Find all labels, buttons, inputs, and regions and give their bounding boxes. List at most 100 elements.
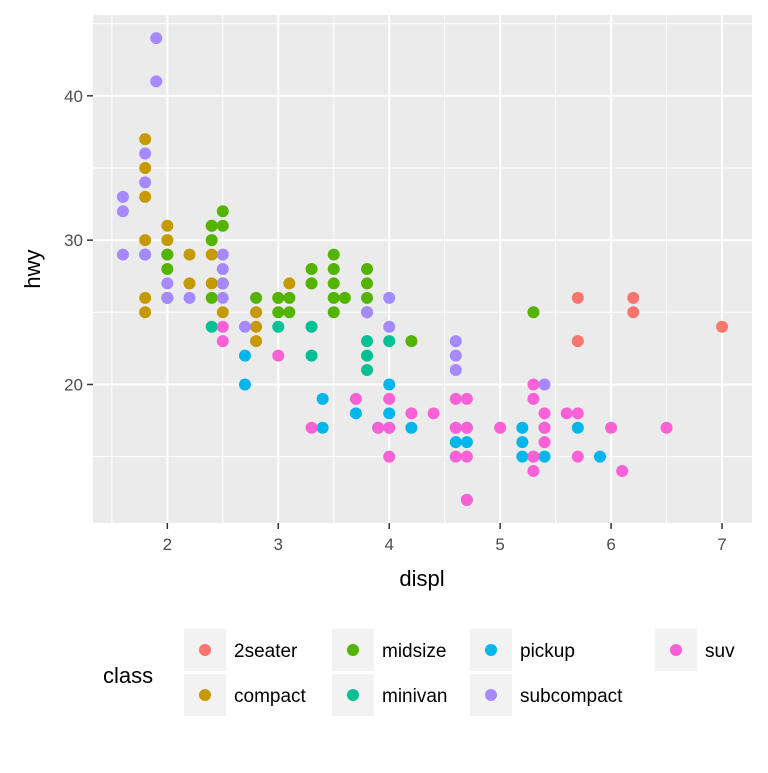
point-midsize (205, 291, 218, 304)
point-subcompact (449, 364, 462, 377)
point-midsize (205, 219, 218, 232)
point-compact (139, 161, 152, 174)
point-suv (571, 407, 584, 420)
point-subcompact (449, 349, 462, 362)
point-suv (538, 436, 551, 449)
point-midsize (283, 291, 296, 304)
point-suv (527, 465, 540, 478)
point-pickup (238, 349, 251, 362)
point-minivan (305, 349, 318, 362)
point-compact (183, 248, 196, 261)
legend-swatch-2seater (199, 644, 211, 656)
point-subcompact (361, 306, 374, 319)
point-midsize (327, 248, 340, 261)
point-minivan (205, 320, 218, 333)
point-compact (161, 219, 174, 232)
point-suv (494, 421, 507, 434)
point-subcompact (139, 147, 152, 160)
point-suv (560, 407, 573, 420)
point-subcompact (216, 248, 229, 261)
point-pickup (516, 436, 529, 449)
plot-panel (93, 15, 752, 523)
y-axis-title: hwy (20, 249, 45, 288)
x-tick-label: 3 (274, 535, 283, 554)
point-midsize (272, 306, 285, 319)
point-subcompact (216, 291, 229, 304)
point-midsize (272, 291, 285, 304)
point-subcompact (183, 291, 196, 304)
point-suv (216, 320, 229, 333)
point-suv (305, 421, 318, 434)
point-suv (272, 349, 285, 362)
point-midsize (361, 263, 374, 275)
point-suv (538, 407, 551, 420)
legend-label-minivan: minivan (382, 686, 447, 707)
point-suv (349, 392, 362, 405)
point-midsize (405, 335, 418, 348)
legend-label-pickup: pickup (520, 641, 575, 662)
point-subcompact (116, 205, 129, 218)
point-compact (250, 335, 263, 348)
point-pickup (516, 421, 529, 434)
x-tick-label: 4 (384, 535, 393, 554)
point-minivan (305, 320, 318, 333)
point-pickup (383, 407, 396, 420)
point-2seater (571, 291, 584, 304)
point-compact (205, 277, 218, 290)
point-subcompact (383, 320, 396, 333)
x-tick-label: 6 (606, 535, 615, 554)
point-pickup (349, 407, 362, 420)
legend-title: class (103, 663, 153, 688)
point-pickup (405, 421, 418, 434)
point-2seater (716, 320, 729, 333)
point-subcompact (139, 248, 152, 261)
minor-gridlines (93, 15, 752, 523)
legend-label-midsize: midsize (382, 641, 446, 662)
point-suv (460, 450, 473, 463)
point-suv (449, 450, 462, 463)
point-subcompact (116, 248, 129, 261)
point-midsize (305, 277, 318, 290)
y-tick-label: 20 (64, 375, 83, 394)
point-subcompact (139, 176, 152, 189)
major-gridlines (93, 15, 752, 523)
point-suv (449, 392, 462, 405)
point-midsize (361, 291, 374, 304)
point-midsize (216, 219, 229, 232)
point-minivan (361, 364, 374, 377)
legend-swatch-subcompact (485, 689, 497, 701)
point-suv (527, 450, 540, 463)
point-pickup (460, 436, 473, 449)
point-midsize (205, 234, 218, 247)
point-pickup (571, 421, 584, 434)
point-compact (183, 277, 196, 290)
legend-label-compact: compact (234, 686, 307, 707)
x-tick-label: 5 (495, 535, 504, 554)
y-tick-label: 40 (64, 87, 83, 106)
point-suv (427, 407, 440, 420)
legend-label-2seater: 2seater (234, 641, 298, 662)
point-pickup (594, 450, 607, 463)
point-suv (605, 421, 618, 434)
point-pickup (449, 436, 462, 449)
point-2seater (627, 306, 640, 319)
point-compact (139, 133, 152, 146)
point-midsize (283, 306, 296, 319)
point-pickup (238, 378, 251, 391)
point-subcompact (383, 291, 396, 304)
point-subcompact (161, 291, 174, 304)
point-midsize (161, 263, 174, 275)
y-tick-label: 30 (64, 231, 83, 250)
point-compact (161, 234, 174, 247)
point-subcompact (216, 277, 229, 290)
point-suv (538, 421, 551, 434)
point-subcompact (216, 263, 229, 275)
point-midsize (327, 291, 340, 304)
point-2seater (571, 335, 584, 348)
point-suv (216, 335, 229, 348)
point-suv (527, 378, 540, 391)
x-tick-label: 7 (717, 535, 726, 554)
legend-swatch-minivan (347, 689, 359, 701)
point-midsize (327, 263, 340, 275)
point-suv (660, 421, 673, 434)
